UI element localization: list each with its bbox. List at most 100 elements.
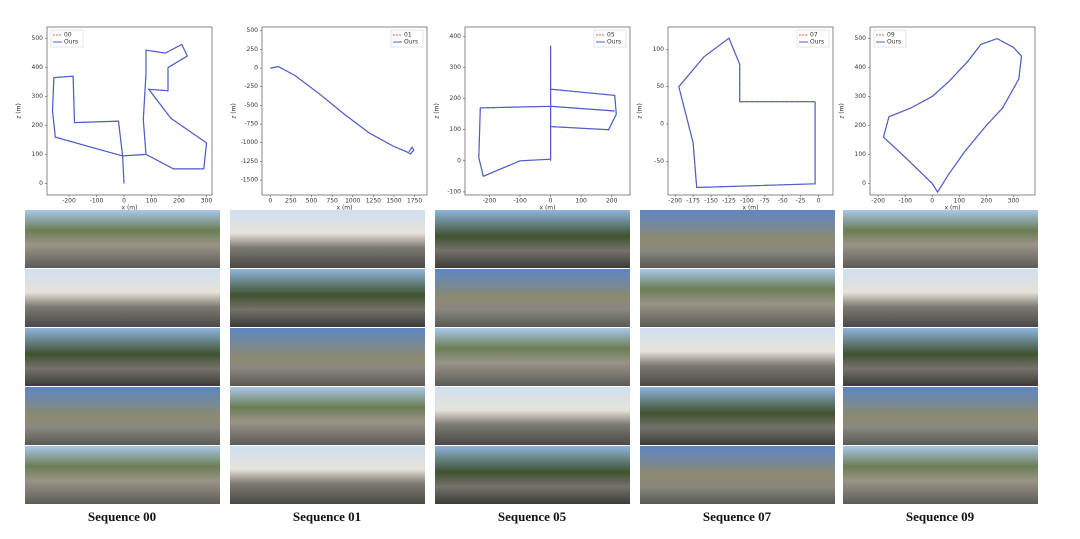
x-axis-label: x (m) (743, 205, 759, 212)
x-tick-label: 750 (326, 198, 338, 205)
y-tick-label: 400 (855, 64, 867, 71)
legend-label: 05 (607, 32, 615, 39)
x-axis-label: x (m) (945, 205, 961, 212)
y-tick-label: 400 (450, 33, 462, 40)
y-tick-label: 400 (32, 64, 44, 71)
scene-photo (435, 210, 630, 268)
scene-photo (435, 328, 630, 386)
x-tick-label: 0 (122, 198, 126, 205)
scene-photo (25, 387, 220, 445)
x-tick-label: 250 (285, 198, 297, 205)
scene-photo (25, 446, 220, 504)
scene-photo (230, 328, 425, 386)
y-tick-label: 500 (855, 35, 867, 42)
x-tick-label: -100 (513, 198, 527, 205)
trajectory (478, 45, 617, 178)
legend-label: Ours (404, 39, 418, 46)
plot-frame (869, 26, 1036, 196)
x-tick-label: 1000 (345, 198, 360, 205)
y-axis-label: z (m) (637, 103, 644, 119)
x-tick-label: -175 (686, 198, 700, 205)
trajectory (270, 65, 415, 155)
x-tick-label: 0 (930, 198, 934, 205)
x-tick-label: 0 (817, 198, 821, 205)
x-tick-label: -200 (668, 198, 682, 205)
y-axis-label: z (m) (839, 103, 846, 119)
x-axis-label: x (m) (540, 205, 556, 212)
y-tick-label: -1250 (241, 158, 259, 165)
legend-label: 00 (64, 32, 72, 39)
x-tick-label: 300 (201, 198, 213, 205)
legend-box (873, 29, 907, 48)
legend-box (796, 29, 830, 48)
scene-photo (230, 387, 425, 445)
y-tick-label: 50 (656, 83, 664, 90)
y-tick-label: 0 (862, 180, 866, 187)
trajectory (51, 43, 208, 184)
y-tick-label: -50 (654, 158, 664, 165)
scene-photo (230, 210, 425, 268)
scene-photo (25, 269, 220, 327)
x-tick-label: 1500 (386, 198, 401, 205)
x-tick-label: -25 (796, 198, 806, 205)
x-tick-label: -150 (704, 198, 718, 205)
scene-photo (843, 446, 1038, 504)
x-tick-label: 500 (306, 198, 318, 205)
legend-label: 07 (810, 32, 818, 39)
y-tick-label: 300 (450, 64, 462, 71)
y-tick-label: -100 (447, 188, 461, 195)
legend-label: Ours (607, 39, 621, 46)
scene-photo (843, 387, 1038, 445)
plot-frame (464, 26, 631, 196)
caption: Sequence 01 (293, 509, 361, 524)
x-tick-label: -100 (740, 198, 754, 205)
y-tick-label: 0 (660, 121, 664, 128)
y-tick-label: 300 (855, 93, 867, 100)
x-tick-label: 1250 (366, 198, 381, 205)
legend-box (390, 29, 424, 48)
scene-photo (640, 210, 835, 268)
x-tick-label: 200 (606, 198, 618, 205)
scene-photo (843, 269, 1038, 327)
y-tick-label: -1500 (241, 177, 259, 184)
plot-frame (667, 26, 834, 196)
x-axis-label: x (m) (337, 205, 353, 212)
scene-photo (435, 269, 630, 327)
scene-photo (435, 387, 630, 445)
x-tick-label: -200 (62, 198, 76, 205)
scene-photo (640, 387, 835, 445)
y-tick-label: 0 (39, 180, 43, 187)
y-tick-label: -500 (244, 102, 258, 109)
y-tick-label: 100 (855, 151, 867, 158)
x-tick-label: -200 (871, 198, 885, 205)
legend-box (50, 29, 84, 48)
y-axis-label: z (m) (231, 103, 238, 119)
x-tick-label: 1750 (407, 198, 422, 205)
legend-label: Ours (887, 39, 901, 46)
x-tick-label: 200 (173, 198, 185, 205)
x-tick-label: 100 (954, 198, 966, 205)
x-tick-label: 0 (268, 198, 272, 205)
scene-photo (230, 446, 425, 504)
caption: Sequence 05 (498, 509, 567, 524)
legend-label: Ours (810, 39, 824, 46)
x-tick-label: -50 (778, 198, 788, 205)
caption: Sequence 09 (906, 509, 975, 524)
scene-photo (230, 269, 425, 327)
plot-frame (46, 26, 213, 196)
y-tick-label: -250 (244, 83, 258, 90)
y-tick-label: 200 (855, 122, 867, 129)
y-tick-label: 100 (450, 126, 462, 133)
x-tick-label: 300 (1008, 198, 1020, 205)
caption: Sequence 07 (703, 509, 772, 524)
legend-label: Ours (64, 39, 78, 46)
y-tick-label: 300 (32, 93, 44, 100)
scene-photo (25, 210, 220, 268)
scene-photo (640, 269, 835, 327)
legend-label: 09 (887, 32, 895, 39)
y-axis-label: z (m) (434, 103, 441, 119)
x-tick-label: -125 (722, 198, 736, 205)
scene-photo (640, 446, 835, 504)
x-tick-label: -75 (760, 198, 770, 205)
